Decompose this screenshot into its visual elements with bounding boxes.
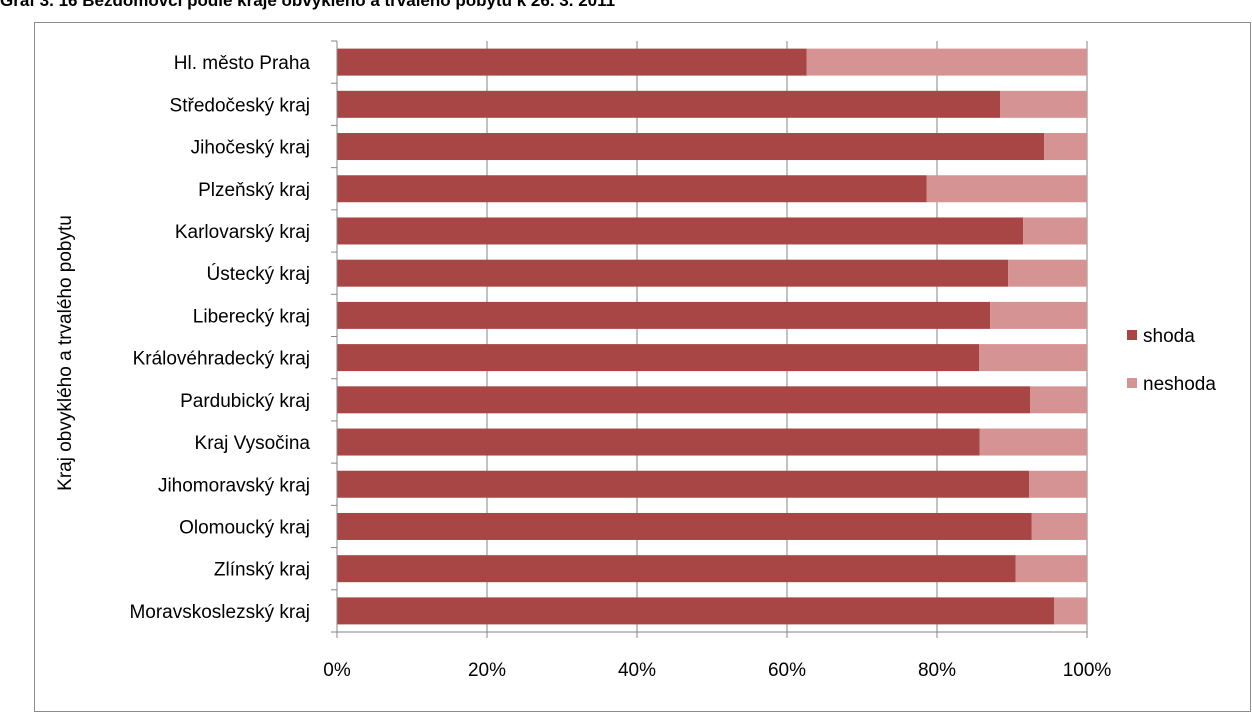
bars [337, 48, 1087, 625]
axes [331, 40, 1088, 638]
bar-shoda [337, 48, 807, 76]
category-label: Liberecký kraj [193, 306, 310, 327]
gridlines [486, 41, 1088, 632]
category-label: Plzeňský kraj [198, 180, 310, 201]
chart-title: Graf 3. 16 Bezdomovci podle kraje obvykl… [0, 0, 616, 10]
bar-neshoda [979, 428, 1087, 456]
bar-shoda [337, 344, 979, 372]
bar-shoda [337, 386, 1030, 414]
bar-neshoda [1008, 259, 1087, 287]
bar-neshoda [1044, 133, 1087, 161]
bar-shoda [337, 217, 1024, 245]
legend-swatch-neshoda [1127, 378, 1137, 388]
category-label: Olomoucký kraj [179, 517, 310, 538]
category-label: Moravskoslezský kraj [129, 602, 310, 623]
category-label: Středočeský kraj [170, 95, 310, 116]
bar-neshoda [926, 175, 1087, 203]
bar-shoda [337, 555, 1016, 583]
x-tick-label: 60% [768, 660, 806, 681]
x-tick-label: 0% [323, 660, 351, 681]
category-label: Karlovarský kraj [175, 222, 310, 243]
bar-neshoda [1030, 386, 1087, 414]
x-tick-label: 20% [468, 660, 506, 681]
category-label: Jihomoravský kraj [158, 475, 310, 496]
bar-shoda [337, 259, 1009, 287]
tick-labels: 0% 20% 40% 60% 80% 100% Hl. město Praha Středoč… [129, 53, 1111, 681]
legend-swatch-shoda [1127, 330, 1137, 340]
bar-shoda [337, 301, 991, 329]
legend-label-neshoda: neshoda [1143, 374, 1216, 395]
category-label: Pardubický kraj [180, 391, 310, 412]
category-label: Hl. město Praha [174, 53, 311, 74]
y-axis-title: Kraj obvyklého a trvalého pobytu [55, 215, 76, 491]
bar-neshoda [1029, 470, 1087, 498]
x-tick-label: 100% [1063, 660, 1112, 681]
bar-neshoda [806, 48, 1087, 76]
bar-neshoda [1023, 217, 1087, 245]
legend-label-shoda: shoda [1143, 326, 1195, 347]
bar-neshoda [979, 344, 1087, 372]
category-label: Ústecký kraj [207, 263, 310, 285]
bar-shoda [337, 470, 1030, 498]
bar-neshoda [1054, 597, 1087, 625]
bar-shoda [337, 133, 1045, 161]
bar-shoda [337, 512, 1032, 540]
bar-shoda [337, 90, 1000, 118]
bar-neshoda [1031, 512, 1087, 540]
x-tick-label: 80% [918, 660, 956, 681]
legend: shoda neshoda [1127, 326, 1216, 395]
bar-shoda [337, 597, 1054, 625]
bar-neshoda [1000, 90, 1087, 118]
x-tick-label: 40% [618, 660, 656, 681]
category-label: Královéhradecký kraj [133, 349, 310, 370]
bar-neshoda [1015, 555, 1087, 583]
category-label: Jihočeský kraj [191, 138, 310, 159]
bar-shoda [337, 175, 927, 203]
bar-shoda [337, 428, 980, 456]
bar-neshoda [990, 301, 1087, 329]
category-label: Zlínský kraj [214, 560, 310, 581]
category-label: Kraj Vysočina [195, 433, 311, 454]
